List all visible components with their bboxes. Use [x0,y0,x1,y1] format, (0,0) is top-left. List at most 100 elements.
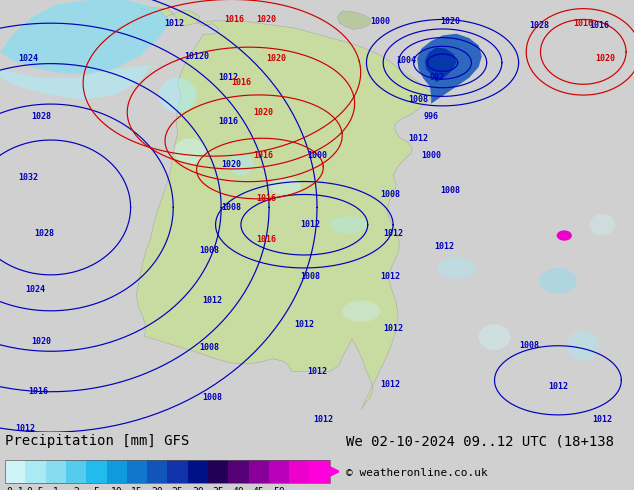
Ellipse shape [567,331,599,361]
Ellipse shape [174,138,206,164]
Circle shape [557,230,572,241]
Text: 1008: 1008 [301,272,321,281]
Text: 45: 45 [253,487,264,490]
Bar [289,460,309,483]
Text: 1012: 1012 [164,19,184,28]
Bar [5,460,330,483]
Ellipse shape [269,177,301,195]
Text: 1008: 1008 [440,186,460,195]
Text: 1020: 1020 [595,54,616,63]
Text: 1012: 1012 [380,380,400,389]
Text: 992: 992 [430,74,445,82]
Text: 1012: 1012 [202,296,223,305]
Text: 10: 10 [111,487,122,490]
Text: 1008: 1008 [221,203,242,212]
Bar [249,460,269,483]
Ellipse shape [228,153,254,175]
Bar [86,460,107,483]
Text: 1012: 1012 [434,242,454,251]
Bar [107,460,127,483]
Text: 1012: 1012 [218,74,238,82]
Ellipse shape [437,257,476,279]
Text: 20: 20 [152,487,163,490]
Text: 1008: 1008 [519,341,540,350]
Text: 1012: 1012 [301,220,321,229]
Text: We 02-10-2024 09..12 UTC (18+138: We 02-10-2024 09..12 UTC (18+138 [346,435,614,448]
Text: 40: 40 [233,487,244,490]
Text: 1016: 1016 [28,387,48,395]
Text: 1004: 1004 [396,56,416,65]
Bar [167,460,188,483]
Text: 1012: 1012 [294,319,314,329]
Ellipse shape [342,300,380,322]
Text: 1012: 1012 [548,382,568,392]
Text: Precipitation [mm] GFS: Precipitation [mm] GFS [5,435,190,448]
Ellipse shape [158,78,197,112]
Bar [147,460,167,483]
Ellipse shape [479,324,510,350]
Text: 1012: 1012 [408,134,429,143]
Text: 1020: 1020 [440,17,460,26]
Text: 2: 2 [73,487,79,490]
Text: 35: 35 [212,487,224,490]
Bar [228,460,249,483]
Text: 1024: 1024 [18,54,39,63]
Text: 50: 50 [273,487,285,490]
Text: 1028: 1028 [529,22,549,30]
Text: 1020: 1020 [221,160,242,169]
Polygon shape [0,0,171,74]
Text: 25: 25 [172,487,183,490]
Text: 1028: 1028 [34,229,55,238]
Text: 1008: 1008 [199,246,219,255]
Text: 1020: 1020 [31,337,51,346]
Bar [309,460,330,483]
Text: 1016: 1016 [231,77,251,87]
Text: 1020: 1020 [253,108,273,117]
Text: 10120: 10120 [184,51,209,61]
Text: 1008: 1008 [380,190,400,199]
Polygon shape [337,11,371,29]
Polygon shape [0,65,152,99]
Text: 1012: 1012 [383,324,403,333]
Text: 1016: 1016 [253,151,273,160]
Bar [46,460,66,483]
Text: 1016: 1016 [256,235,276,245]
Text: 1000: 1000 [370,17,391,26]
Text: © weatheronline.co.uk: © weatheronline.co.uk [346,468,488,478]
Text: 1012: 1012 [383,229,403,238]
Text: 1028: 1028 [31,112,51,121]
Text: 1012: 1012 [380,272,400,281]
Bar [66,460,86,483]
Text: 0.5: 0.5 [27,487,44,490]
Text: 1000: 1000 [307,151,327,160]
Text: 5: 5 [93,487,100,490]
Ellipse shape [539,268,577,294]
Text: 1: 1 [53,487,59,490]
Text: 1008: 1008 [408,95,429,104]
Text: 1012: 1012 [15,424,36,433]
Text: 1016: 1016 [256,195,276,203]
Bar [5,460,25,483]
Text: 1020: 1020 [266,54,286,63]
Bar [208,460,228,483]
Text: 0.1: 0.1 [6,487,24,490]
Bar [127,460,147,483]
Text: 1012: 1012 [307,367,327,376]
Polygon shape [136,8,431,410]
Bar [269,460,289,483]
Text: 15: 15 [131,487,143,490]
Ellipse shape [330,216,368,233]
Text: 1012: 1012 [592,415,612,424]
Text: 1020: 1020 [256,15,276,24]
Text: 1012: 1012 [313,415,333,424]
Bar [188,460,208,483]
Text: 1000: 1000 [421,151,441,160]
Text: 1016: 1016 [589,22,609,30]
Text: 1016: 1016 [573,19,593,28]
Text: 1008: 1008 [199,343,219,352]
Polygon shape [417,34,482,104]
Polygon shape [425,48,456,82]
Text: 1024: 1024 [25,285,45,294]
Text: 996: 996 [424,112,439,121]
Text: 1016: 1016 [224,15,245,24]
